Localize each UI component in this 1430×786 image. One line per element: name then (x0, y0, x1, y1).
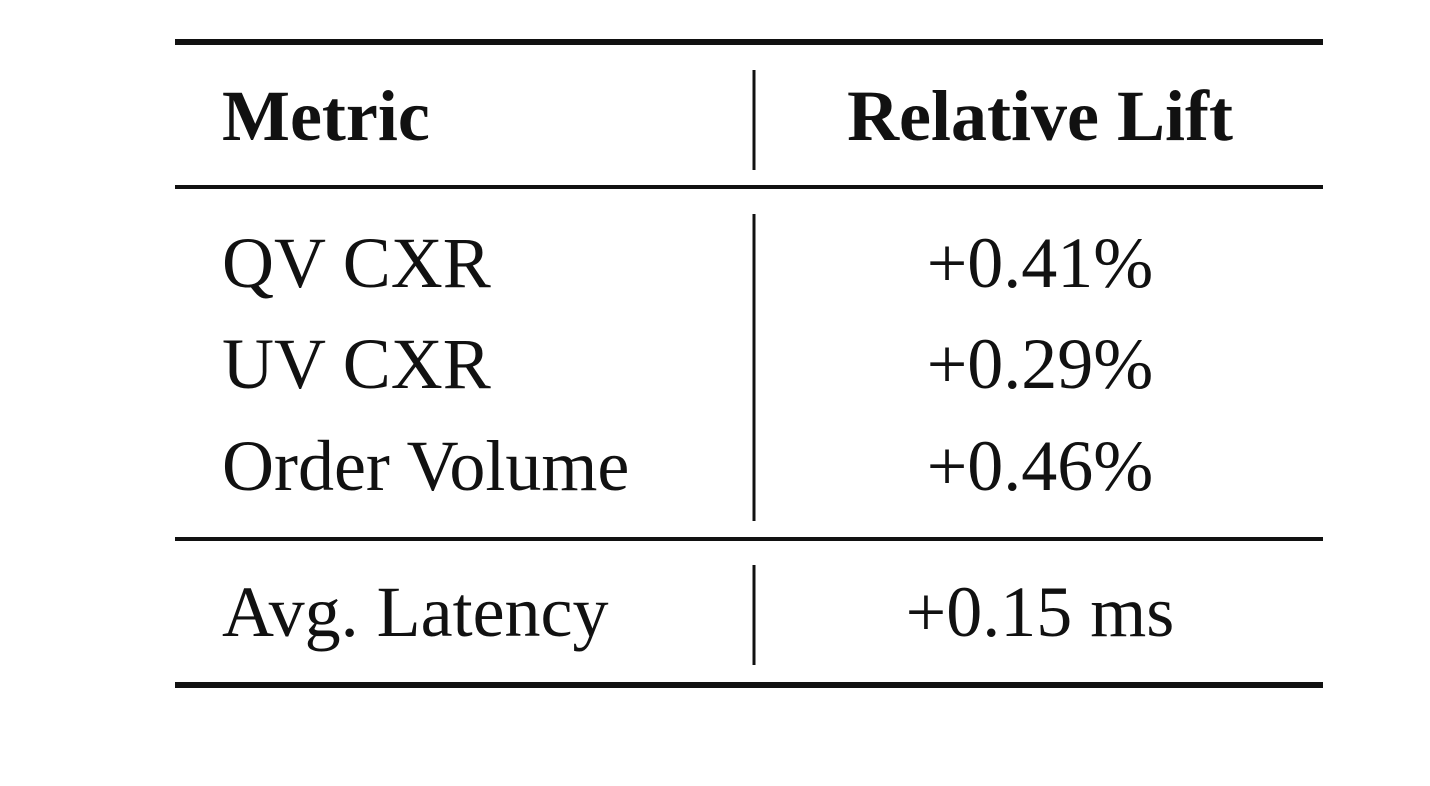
value-cell: +0.15 ms (906, 572, 1175, 652)
value-cell: +0.41% (927, 223, 1154, 303)
metric-cell: QV CXR (222, 223, 491, 303)
header-cell: Metric (222, 76, 430, 156)
metric-cell: Avg. Latency (222, 572, 609, 652)
value-cell: +0.46% (927, 426, 1154, 506)
header-cell: Relative Lift (847, 76, 1233, 156)
metric-cell: UV CXR (222, 324, 491, 404)
metric-cell: Order Volume (222, 426, 629, 506)
value-cell: +0.29% (927, 324, 1154, 404)
